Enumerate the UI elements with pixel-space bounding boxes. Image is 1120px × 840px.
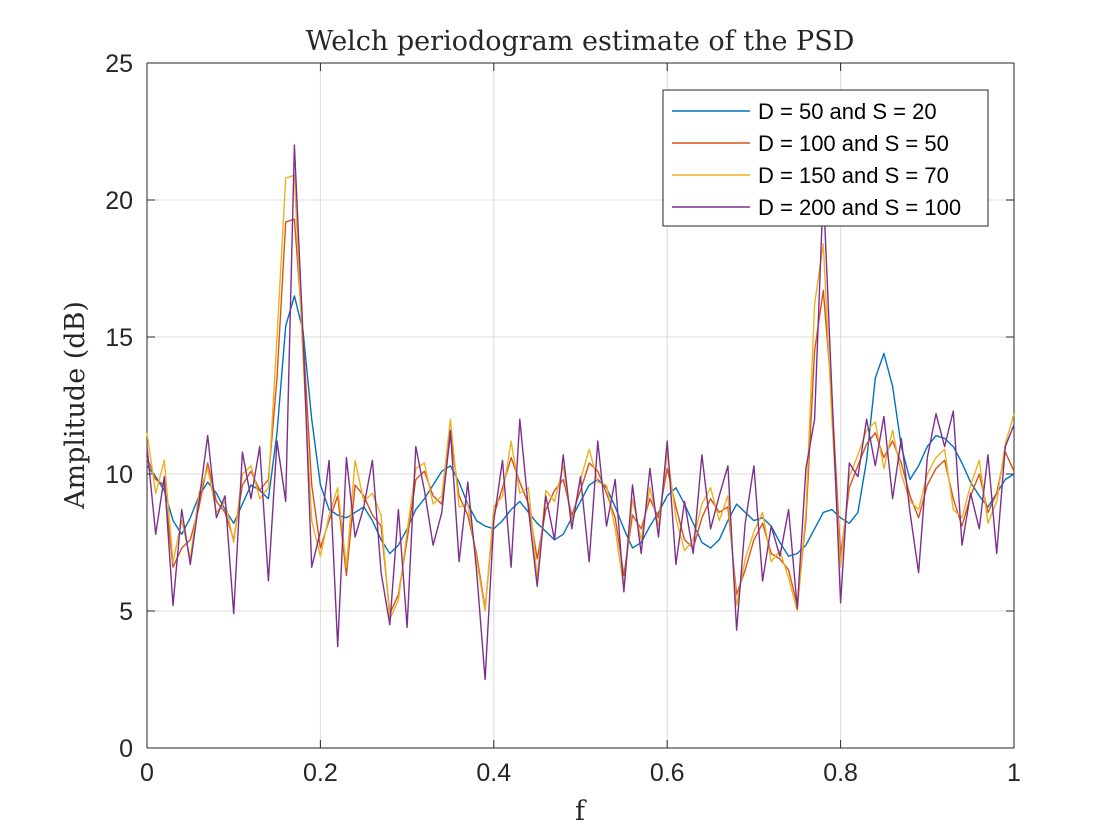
x-tick-label: 0.8 — [823, 759, 858, 787]
x-tick-label: 0.4 — [476, 759, 511, 787]
series-line-2 — [146, 218, 1015, 615]
y-tick-labels: 0 5 10 15 20 25 — [105, 50, 133, 763]
legend-label-2: D = 100 and S = 50 — [758, 131, 949, 156]
y-tick-label: 5 — [119, 598, 133, 626]
x-tick-label: 0.6 — [650, 759, 685, 787]
y-tick-label: 25 — [105, 50, 133, 78]
legend-label-3: D = 150 and S = 70 — [758, 163, 949, 188]
x-axis-label: f — [575, 796, 587, 827]
legend: D = 50 and S = 20 D = 100 and S = 50 D = 1… — [662, 89, 989, 227]
legend-label-1: D = 50 and S = 20 — [758, 99, 937, 124]
y-tick-label: 10 — [105, 461, 133, 489]
chart-title: Welch periodogram estimate of the PSD — [306, 26, 855, 57]
y-tick-label: 15 — [105, 324, 133, 352]
x-tick-label: 0 — [140, 759, 154, 787]
x-tick-label: 0.2 — [303, 759, 338, 787]
x-tick-labels: 0 0.2 0.4 0.6 0.8 1 — [140, 759, 1021, 787]
legend-box — [662, 89, 989, 227]
y-tick-label: 20 — [105, 187, 133, 215]
y-axis-label: Amplitude (dB) — [60, 301, 91, 510]
x-tick-label: 1 — [1007, 759, 1021, 787]
y-tick-label: 0 — [119, 735, 133, 763]
series-lines — [146, 144, 1015, 681]
legend-label-4: D = 200 and S = 100 — [758, 195, 961, 220]
axes-frame — [146, 62, 1015, 749]
tick-marks — [146, 62, 1015, 749]
series-line-4 — [146, 144, 1015, 681]
